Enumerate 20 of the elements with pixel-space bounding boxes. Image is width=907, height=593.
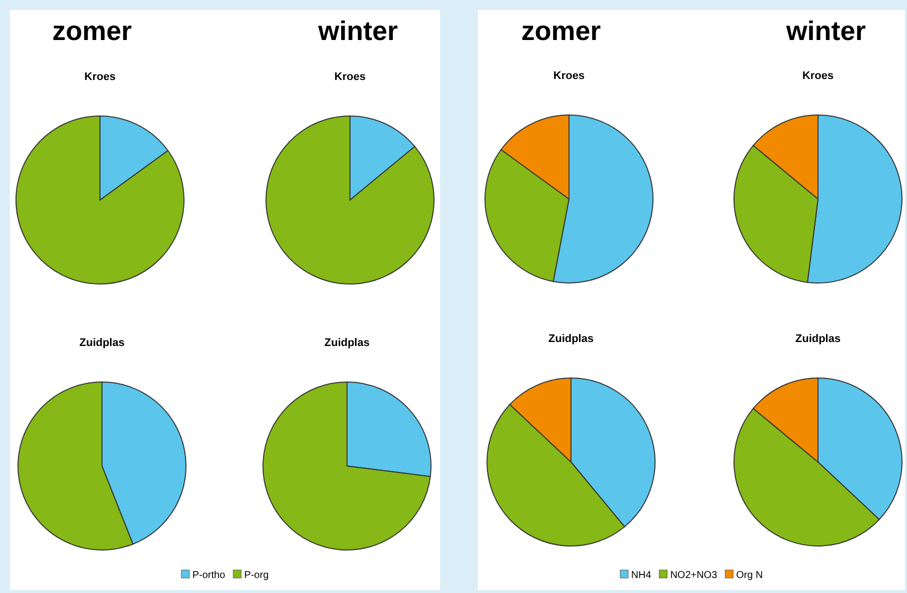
pie-slice: [16, 116, 184, 284]
text: zomer: [52, 16, 132, 46]
chart-title: Zuidplas: [324, 337, 370, 349]
chart-title: Kroes: [334, 71, 366, 83]
text: winter: [317, 16, 398, 46]
chart-title: Zuidplas: [548, 333, 594, 345]
chart-title: Kroes: [802, 70, 834, 82]
legend-label: Org N: [736, 570, 763, 581]
chart-title: Zuidplas: [795, 333, 841, 345]
legend-label: P-org: [244, 570, 269, 581]
legend-label: NO2+NO3: [670, 570, 718, 581]
chart-title: Kroes: [84, 71, 116, 83]
legend-label: NH4: [631, 570, 652, 581]
legend-label: P-ortho: [192, 570, 226, 581]
pie-slice: [266, 116, 434, 284]
pie-slice: [262, 382, 431, 550]
text: zomer: [521, 16, 602, 46]
chart-title: Zuidplas: [79, 337, 125, 349]
chart-title: Kroes: [553, 70, 585, 82]
text: winter: [785, 16, 866, 46]
